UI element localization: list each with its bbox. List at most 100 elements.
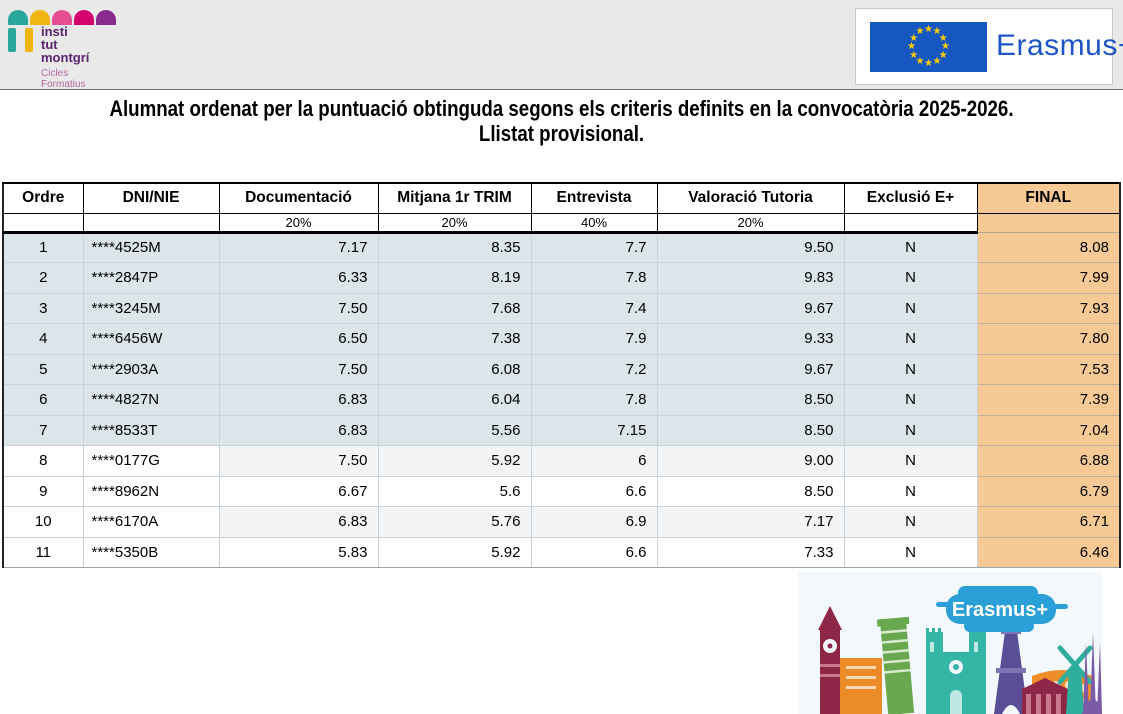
cell-entrevista: 7.2 [530,353,658,385]
cell-valoracio: 7.33 [656,536,845,568]
cell-final: 6.79 [976,475,1121,507]
eu-star-icon: ★ [915,55,925,67]
weight-mitjana: 20% [377,212,532,234]
cell-valoracio: 7.17 [656,506,845,538]
cell-exclusio: N [843,262,978,294]
weight-documentacio: 20% [218,212,379,234]
cell-dni: ****4827N [82,384,220,416]
col-header-final: FINAL [976,182,1121,214]
cell-mitjana: 5.56 [377,414,532,446]
cell-mitjana: 7.38 [377,323,532,355]
cell-exclusio: N [843,445,978,477]
table-row: 4 ****6456W 6.50 7.38 7.9 9.33 N 7.80 [2,323,1121,355]
cell-entrevista: 7.4 [530,292,658,324]
cell-final: 6.71 [976,506,1121,538]
logo-arches-icon [8,10,116,26]
col-header-entrevista: Entrevista [530,182,658,214]
document-title: Alumnat ordenat per la puntuació obtingu… [0,91,1123,146]
cell-ordre: 2 [2,262,84,294]
cell-mitjana: 5.6 [377,475,532,507]
col-header-mitjana: Mitjana 1r TRIM [377,182,532,214]
cell-exclusio: N [843,414,978,446]
eu-star-icon: ★ [924,58,933,69]
cell-dni: ****6170A [82,506,220,538]
weights-row: 20% 20% 40% 20% [2,212,1121,234]
cell-mitjana: 8.35 [377,231,532,263]
cell-final: 6.88 [976,445,1121,477]
weight-dni [82,212,220,234]
eu-flag-icon: ★ ★ ★ ★ ★ ★ ★ ★ ★ ★ ★ ★ [870,22,987,72]
erasmus-plus-logo: ★ ★ ★ ★ ★ ★ ★ ★ ★ ★ ★ ★ Erasmus+ [855,8,1123,85]
cell-exclusio: N [843,231,978,263]
eu-star-icon: ★ [932,55,942,67]
cell-valoracio: 8.50 [656,475,845,507]
cell-mitjana: 7.68 [377,292,532,324]
eu-star-icon: ★ [932,26,942,38]
logo-sub-1: Cicles [41,68,69,79]
cell-dni: ****3245M [82,292,220,324]
cell-valoracio: 9.83 [656,262,845,294]
cell-entrevista: 6.6 [530,536,658,568]
european-landmarks-icon: Erasmus+ [798,572,1102,714]
table-row: 5 ****2903A 7.50 6.08 7.2 9.67 N 7.53 [2,353,1121,385]
cell-dni: ****8533T [82,414,220,446]
cell-final: 7.53 [976,353,1121,385]
logo-bars-icon [8,28,33,52]
cell-entrevista: 7.7 [530,231,658,263]
weight-valoracio: 20% [656,212,845,234]
cell-entrevista: 6.6 [530,475,658,507]
erasmus-plus-wordmark: Erasmus+ [996,29,1123,62]
cell-dni: ****4525M [82,231,220,263]
cell-final: 7.93 [976,292,1121,324]
bar-teal-icon [8,28,16,52]
cell-ordre: 9 [2,475,84,507]
cell-mitjana: 6.04 [377,384,532,416]
cell-documentacio: 6.83 [218,506,379,538]
eu-star-icon: ★ [938,49,948,61]
cell-exclusio: N [843,323,978,355]
cell-ordre: 4 [2,323,84,355]
logo-subtitle: Cicles Formatius [41,68,85,90]
cell-mitjana: 5.76 [377,506,532,538]
cell-valoracio: 9.67 [656,292,845,324]
table-row: 3 ****3245M 7.50 7.68 7.4 9.67 N 7.93 [2,292,1121,324]
table-header-row: Ordre DNI/NIE Documentació Mitjana 1r TR… [2,182,1121,214]
title-line-2: Llistat provisional. [478,121,645,146]
col-header-valoracio: Valoració Tutoria [656,182,845,214]
arch-teal-icon [8,10,28,25]
cell-valoracio: 9.33 [656,323,845,355]
cell-mitjana: 8.19 [377,262,532,294]
col-header-dni: DNI/NIE [82,182,220,214]
logo-sub-2: Formatius [41,79,86,90]
cell-documentacio: 5.83 [218,536,379,568]
cell-entrevista: 7.9 [530,323,658,355]
cell-exclusio: N [843,384,978,416]
eu-star-icon: ★ [909,32,919,44]
cell-dni: ****2903A [82,353,220,385]
col-header-ordre: Ordre [2,182,84,214]
eu-star-icon: ★ [941,41,950,52]
cell-valoracio: 9.00 [656,445,845,477]
logo-line-2: tut [41,37,58,52]
cell-ordre: 8 [2,445,84,477]
cell-valoracio: 9.50 [656,231,845,263]
table-body: 1 ****4525M 7.17 8.35 7.7 9.50 N 8.08 2 … [2,231,1121,568]
cell-final: 7.99 [976,262,1121,294]
weight-entrevista: 40% [530,212,658,234]
cell-documentacio: 6.50 [218,323,379,355]
cell-final: 7.39 [976,384,1121,416]
cell-ordre: 10 [2,506,84,538]
cell-exclusio: N [843,536,978,568]
eu-star-icon: ★ [924,24,933,35]
cell-valoracio: 9.67 [656,353,845,385]
cell-dni: ****2847P [82,262,220,294]
weight-final [976,212,1121,233]
title-line-1: Alumnat ordenat per la puntuació obtingu… [109,96,1014,121]
cell-exclusio: N [843,475,978,507]
col-header-documentacio: Documentació [218,182,379,214]
cell-mitjana: 5.92 [377,445,532,477]
eu-star-icon: ★ [938,32,948,44]
weight-ordre [2,212,84,234]
cell-valoracio: 8.50 [656,414,845,446]
cell-final: 6.46 [976,536,1121,568]
